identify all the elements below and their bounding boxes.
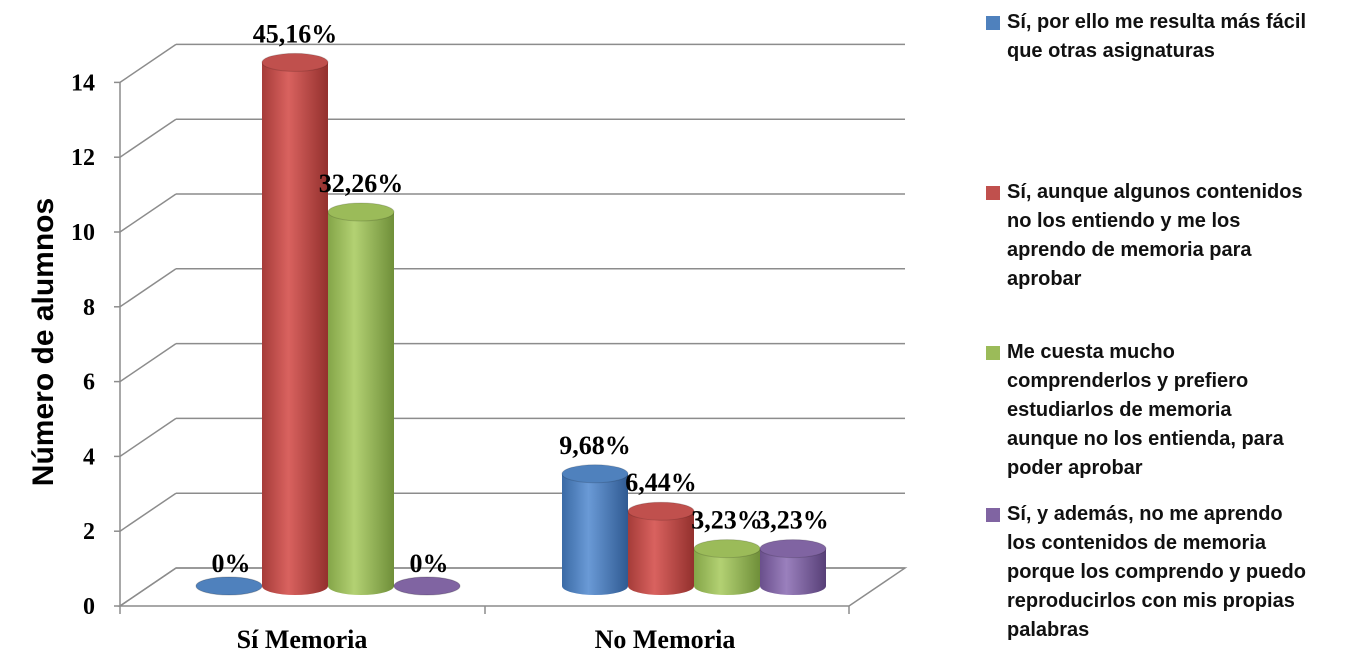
legend-label-line: comprenderlos y prefiero [1007,370,1249,392]
floor [117,567,908,607]
bar-top [693,539,761,559]
category-label: Sí Memoria [237,625,368,654]
data-label: 3,23% [691,506,763,535]
legend-item: Sí, aunque algunos contenidos no los enti… [986,178,1356,294]
bar-0-1 [561,464,629,595]
bar-body [760,548,826,595]
legend-label-line: los contenidos de memoria [1007,532,1266,554]
data-label: 3,23% [757,506,829,535]
bar-flat [393,576,461,596]
bar-flat [195,576,263,596]
y-tick-label: 10 [71,220,95,246]
legend-label-line: que otras asignaturas [1007,40,1215,62]
legend-label-line: porque los comprendo y puedo [1007,561,1306,583]
data-label: 0% [410,549,449,578]
legend-label: Sí, por ello me resulta más fácil que otr… [1007,8,1306,66]
bar-3-0 [393,576,461,596]
bar-top [627,501,695,521]
legend-label-line: Me cuesta mucho [1007,341,1175,363]
data-labels: 0% 9,68% 45,16% 6,44% 32,26% 3,23% 0% 3,23% [212,19,829,578]
gridline-side [119,118,177,158]
bar-body [262,62,328,595]
data-label: 32,26% [319,169,404,198]
legend-item: Me cuesta mucho comprenderlos y prefiero e… [986,338,1356,483]
bar-chart: 0 2 4 6 8 10 12 14 Sí Memoria No Memoria 0% 9,68% 4… [27,19,908,654]
data-label: 45,16% [253,19,338,48]
bar-body [628,511,694,595]
axes: 0 2 4 6 8 10 12 14 Sí Memoria No Memoria [71,70,850,654]
y-tick-label: 8 [83,295,95,321]
legend-label-line: palabras [1007,619,1090,641]
y-tick-label: 4 [83,444,95,470]
y-tick-label: 6 [83,370,95,396]
legend-item: Sí, por ello me resulta más fácil que otr… [986,8,1356,66]
legend-label-line: aunque no los entienda, para [1007,428,1284,450]
legend-swatch [986,346,1000,360]
legend-label-line: Sí, y además, no me aprendo [1007,503,1283,525]
data-label: 9,68% [559,431,631,460]
legend-item: Sí, y además, no me aprendo los contenido… [986,500,1356,645]
y-tick-label: 14 [71,70,95,96]
gridline-side [119,268,177,308]
bar-body [562,473,628,595]
legend-label-line: estudiarlos de memoria [1007,399,1232,421]
legend-label-line: reproducirlos con mis propias [1007,590,1295,612]
bar-top [561,464,629,484]
legend-label-line: no los entiendo y me los [1007,210,1241,232]
legend-label-line: Sí, por ello me resulta más fácil [1007,11,1307,33]
legend-swatch [986,16,1000,30]
bar-body [694,548,760,595]
gridline-side [119,342,177,383]
data-label: 6,44% [625,468,697,497]
gridline-side [119,417,177,458]
legend-label-line: poder aprobar [1007,457,1143,479]
legend-label: Me cuesta mucho comprenderlos y prefiero e… [1007,338,1284,483]
bar-1-1 [627,501,695,595]
legend-label-line: aprobar [1007,268,1082,290]
bar-top [327,202,395,222]
y-axis-title: Número de alumnos [27,198,60,486]
bars [195,52,827,596]
category-label: No Memoria [595,625,736,654]
bar-body [328,212,394,595]
gridline-side [119,43,177,84]
data-label: 0% [212,549,251,578]
bar-3-1 [759,539,827,595]
bar-0-0 [195,576,263,596]
y-tick-label: 12 [71,145,95,171]
legend-label: Sí, y además, no me aprendo los contenido… [1007,500,1306,645]
bar-2-0 [327,202,395,595]
legend-label: Sí, aunque algunos contenidos no los enti… [1007,178,1303,294]
bar-top [759,539,827,559]
y-tick-label: 2 [83,519,95,545]
bar-top [261,52,329,72]
legend-label-line: aprendo de memoria para [1007,239,1252,261]
bar-1-0 [261,52,329,595]
gridline-side [119,193,177,233]
legend-swatch [986,186,1000,200]
legend-swatch [986,508,1000,522]
legend-label-line: Sí, aunque algunos contenidos [1007,181,1303,203]
y-tick-label: 0 [83,594,95,620]
bar-2-1 [693,539,761,595]
gridline-side [119,492,177,532]
